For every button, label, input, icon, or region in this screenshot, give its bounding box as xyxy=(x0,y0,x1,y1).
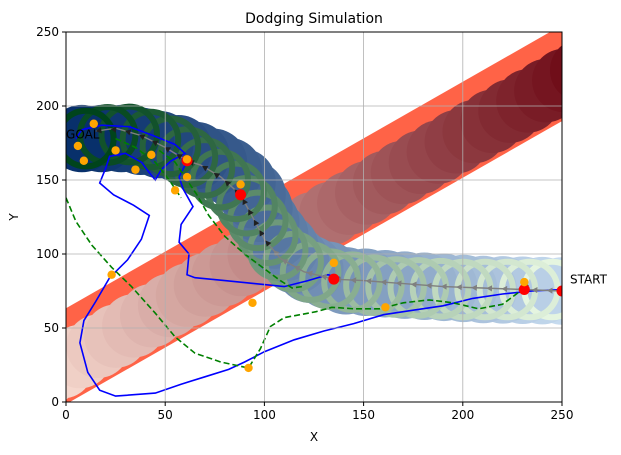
axes: 0 50 100 150 200 250 0 50 100 150 200 250 xyxy=(36,25,573,422)
obstacle-marker xyxy=(328,273,340,285)
waypoint-marker xyxy=(107,270,116,279)
waypoint-marker xyxy=(131,165,140,174)
obstacle-marker xyxy=(235,189,247,201)
path-arrow-marker xyxy=(281,259,289,265)
waypoint-marker xyxy=(236,180,245,189)
robot-ring-green xyxy=(119,108,182,171)
hazard-disc xyxy=(549,45,562,96)
y-tick-label: 250 xyxy=(36,25,59,39)
plot-area xyxy=(66,32,562,402)
y-tick-label: 0 xyxy=(51,395,59,409)
path-arrow-marker xyxy=(471,284,477,291)
path-arrow-marker xyxy=(273,250,280,257)
path-arrow-marker xyxy=(259,230,265,237)
path-arrow-marker xyxy=(110,126,117,133)
robot-ring-green xyxy=(66,107,117,170)
green-dashed-trajectory xyxy=(66,197,529,369)
path-arrow-marker xyxy=(486,285,493,292)
path-arrow-marker xyxy=(213,172,221,179)
path-arrow-marker xyxy=(425,282,432,289)
path-arrow-marker xyxy=(320,274,328,281)
y-tick-label: 100 xyxy=(36,247,59,261)
path-arrow-marker xyxy=(224,180,231,187)
robot-ring-green xyxy=(189,148,251,211)
start-annotation: START xyxy=(570,273,608,287)
waypoint-marker xyxy=(182,155,192,164)
x-tick-label: 250 xyxy=(551,408,574,422)
path-arrow-marker xyxy=(441,283,447,290)
path-arrow-marker xyxy=(365,278,372,285)
path-arrow-marker xyxy=(410,281,417,288)
path-arrow-marker xyxy=(253,219,260,227)
y-tick-label: 50 xyxy=(44,321,59,335)
waypoint-marker xyxy=(170,186,180,195)
path-arrow-marker xyxy=(294,265,301,272)
chart-title: Dodging Simulation xyxy=(245,11,383,27)
robot-ring-green xyxy=(156,126,219,188)
obstacle-marker xyxy=(518,284,530,296)
waypoint-marker xyxy=(73,141,83,151)
x-tick-label: 200 xyxy=(451,408,474,422)
path-arrow-marker xyxy=(152,140,159,147)
path-arrow-marker xyxy=(531,287,538,294)
waypoint-marker xyxy=(244,363,253,373)
path-arrow-marker xyxy=(164,147,171,153)
x-axis-label: X xyxy=(310,430,318,444)
waypoint-marker xyxy=(89,119,98,128)
path-arrow-marker xyxy=(350,277,357,284)
axes-frame xyxy=(65,31,563,403)
x-tick-label: 150 xyxy=(352,408,375,422)
robot-ring-green xyxy=(98,103,160,166)
waypoint-marker xyxy=(147,150,156,160)
x-tick-label: 0 xyxy=(62,408,70,422)
waypoint-marker xyxy=(111,146,120,155)
robot-ring-green xyxy=(409,257,472,320)
x-tick-label: 50 xyxy=(158,408,173,422)
path-arrow-marker xyxy=(501,285,508,292)
y-axis-label: Y xyxy=(7,213,21,222)
waypoint-marker xyxy=(381,303,390,312)
path-arrow-marker xyxy=(306,270,313,277)
path-arrow-marker xyxy=(265,240,272,247)
path-arrow-marker xyxy=(139,134,146,141)
goal-annotation: GOAL xyxy=(66,128,100,142)
robot-ring-green xyxy=(343,254,405,317)
waypoint-marker xyxy=(248,298,257,308)
green-dashed-trajectory xyxy=(115,137,182,199)
path-arrow-marker xyxy=(456,284,462,291)
robot-ring-green xyxy=(173,137,236,199)
y-tick-label: 150 xyxy=(36,173,59,187)
waypoint-marker xyxy=(79,156,89,165)
waypoint-marker xyxy=(520,277,529,287)
path-arrow-marker xyxy=(248,209,254,216)
path-arrow-marker xyxy=(125,129,132,136)
robot-ring-green xyxy=(205,160,267,223)
path-arrow-marker xyxy=(546,287,553,294)
x-tick-label: 100 xyxy=(253,408,276,422)
blue-trajectory xyxy=(75,124,562,397)
waypoint-marker xyxy=(182,172,192,182)
robot-ring-green xyxy=(365,256,427,318)
path-arrow-marker xyxy=(242,198,248,206)
path-arrow-marker xyxy=(176,154,183,160)
green-dashed-trajectory xyxy=(158,149,303,289)
path-arrow-marker xyxy=(395,280,402,287)
path-arrow-marker xyxy=(202,165,209,172)
path-arrow-marker xyxy=(380,279,387,286)
path-arrow-marker xyxy=(95,127,102,134)
waypoint-marker xyxy=(329,258,339,268)
obstacle-marker xyxy=(556,285,562,297)
robot-ring-green xyxy=(279,241,342,303)
y-tick-label: 200 xyxy=(36,99,59,113)
